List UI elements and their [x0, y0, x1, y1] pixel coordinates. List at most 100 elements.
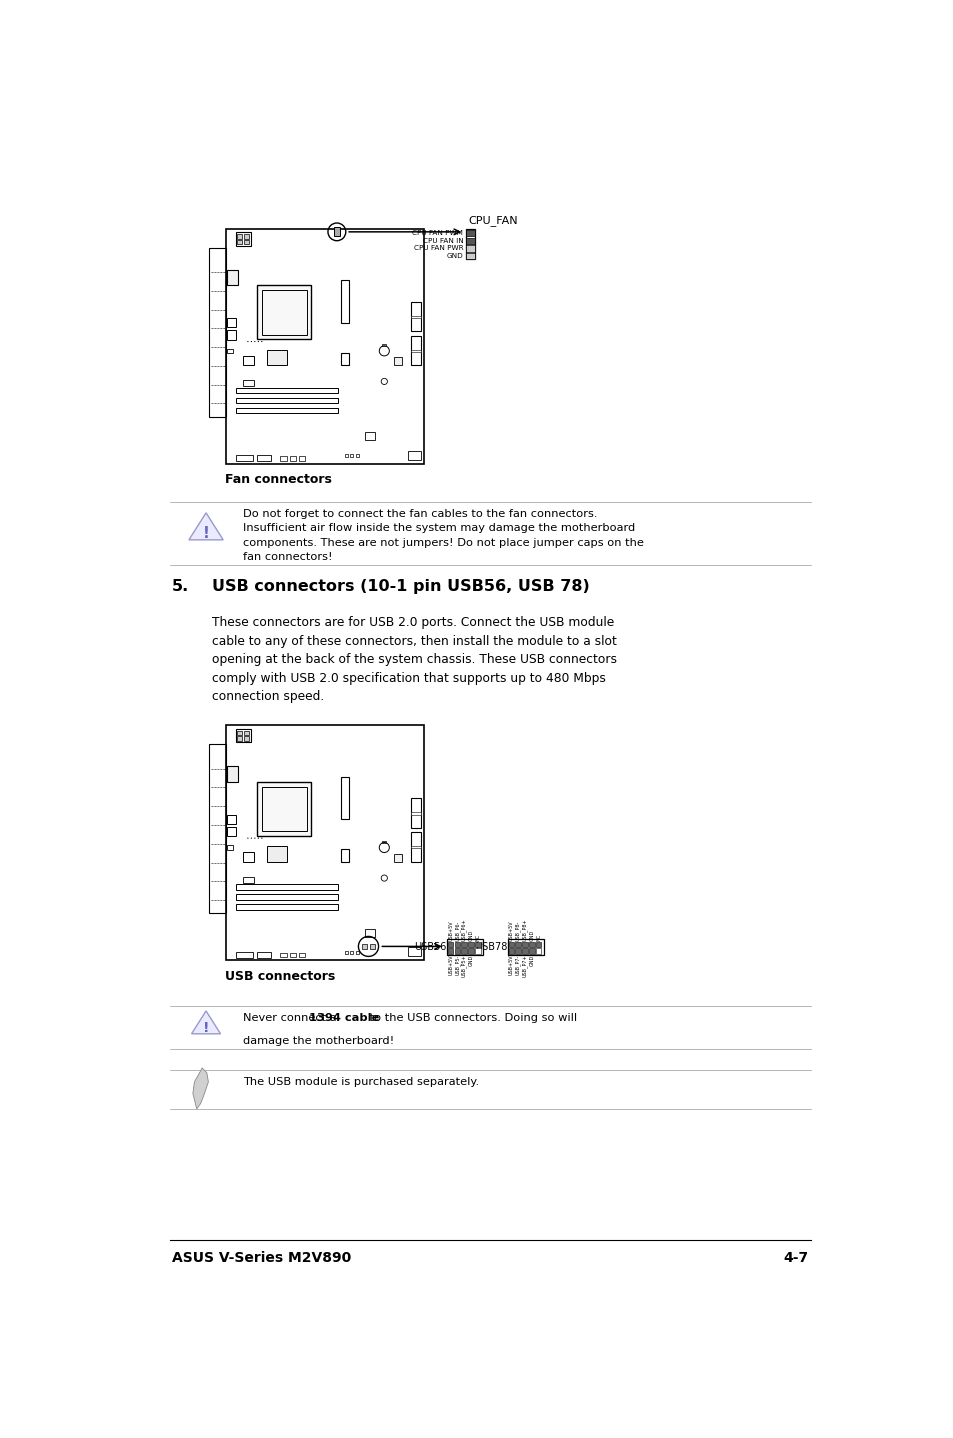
Bar: [244, 240, 249, 244]
Bar: [411, 349, 420, 352]
Text: USB_P8-: USB_P8-: [515, 920, 520, 942]
Bar: [235, 729, 251, 742]
Text: Do not forget to connect the fan cables to the fan connectors.
Insufficient air : Do not forget to connect the fan cables …: [243, 509, 643, 562]
Bar: [466, 237, 474, 244]
Bar: [236, 731, 242, 735]
Bar: [235, 905, 338, 910]
Bar: [235, 952, 253, 958]
Bar: [370, 945, 375, 949]
Bar: [243, 380, 253, 387]
Bar: [235, 884, 338, 890]
Bar: [382, 841, 386, 843]
Text: USB+5V: USB+5V: [448, 955, 453, 975]
Polygon shape: [193, 1068, 208, 1109]
Bar: [227, 331, 236, 339]
Bar: [334, 227, 339, 236]
Bar: [515, 949, 520, 953]
Bar: [382, 344, 386, 347]
Bar: [266, 349, 286, 365]
Bar: [227, 766, 237, 782]
Text: damage the motherboard!: damage the motherboard!: [243, 1037, 395, 1047]
Bar: [280, 456, 286, 460]
Bar: [244, 234, 249, 239]
Bar: [236, 240, 242, 244]
Text: USB_P6+: USB_P6+: [461, 919, 467, 942]
Bar: [257, 456, 271, 462]
Bar: [408, 450, 420, 460]
Bar: [507, 939, 543, 955]
Text: 5.: 5.: [172, 580, 189, 594]
Polygon shape: [192, 1011, 220, 1034]
Text: CPU FAN PWM: CPU FAN PWM: [412, 230, 463, 236]
Text: GND: GND: [468, 955, 473, 965]
Bar: [350, 951, 353, 953]
Bar: [236, 736, 242, 741]
Bar: [536, 949, 541, 953]
Bar: [465, 229, 475, 259]
Bar: [475, 942, 480, 948]
Bar: [411, 812, 420, 814]
Bar: [257, 782, 311, 835]
Bar: [529, 942, 534, 948]
Bar: [236, 234, 242, 239]
Text: USB connectors: USB connectors: [224, 969, 335, 982]
Bar: [466, 246, 474, 252]
Bar: [468, 942, 474, 948]
Bar: [290, 456, 295, 460]
Text: GND: GND: [446, 253, 463, 259]
Text: to the USB connectors. Doing so will: to the USB connectors. Doing so will: [365, 1014, 577, 1024]
Text: USB_P6-: USB_P6-: [455, 920, 459, 942]
Bar: [408, 948, 420, 956]
Bar: [243, 853, 253, 861]
Text: CPU FAN IN: CPU FAN IN: [422, 237, 463, 244]
Bar: [364, 929, 375, 936]
Bar: [362, 945, 367, 949]
Bar: [209, 745, 226, 913]
Bar: [411, 315, 420, 318]
Bar: [536, 942, 541, 948]
Bar: [340, 352, 348, 365]
Bar: [394, 854, 401, 861]
Bar: [521, 942, 527, 948]
Bar: [411, 302, 420, 331]
Bar: [508, 942, 514, 948]
Text: USB_P5+: USB_P5+: [461, 955, 467, 976]
Bar: [411, 798, 420, 828]
Bar: [340, 850, 348, 861]
Bar: [447, 942, 453, 948]
Text: GND: GND: [529, 955, 534, 965]
Bar: [344, 951, 348, 953]
Bar: [455, 949, 459, 953]
Bar: [227, 318, 236, 328]
Text: 4-7: 4-7: [782, 1251, 807, 1264]
Bar: [227, 270, 237, 285]
Text: USB_P7-: USB_P7-: [515, 955, 520, 975]
Bar: [261, 290, 307, 335]
Text: USB_P7+: USB_P7+: [521, 955, 527, 976]
Text: USB_P8+: USB_P8+: [521, 919, 527, 942]
Text: NC: NC: [475, 935, 480, 942]
Bar: [411, 335, 420, 365]
Bar: [227, 815, 236, 824]
Bar: [447, 939, 482, 955]
Bar: [447, 949, 453, 953]
Text: 1394 cable: 1394 cable: [309, 1014, 379, 1024]
Bar: [344, 454, 348, 457]
Bar: [243, 877, 253, 883]
Bar: [521, 949, 527, 953]
Bar: [364, 433, 375, 440]
Text: USB connectors (10-1 pin USB56, USB 78): USB connectors (10-1 pin USB56, USB 78): [212, 580, 589, 594]
Bar: [461, 949, 467, 953]
Bar: [235, 398, 338, 403]
Bar: [290, 952, 295, 958]
Bar: [508, 949, 514, 953]
Bar: [411, 846, 420, 848]
Bar: [244, 736, 249, 741]
Bar: [235, 456, 253, 462]
Bar: [340, 777, 348, 820]
Bar: [280, 952, 286, 958]
Text: USB+5V: USB+5V: [508, 920, 514, 942]
Bar: [394, 357, 401, 365]
Bar: [298, 456, 305, 460]
Bar: [226, 229, 423, 463]
